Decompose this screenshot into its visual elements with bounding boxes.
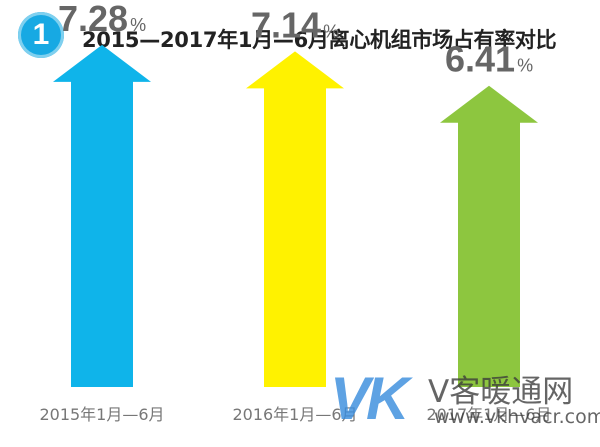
bar-arrow-2 xyxy=(246,51,344,388)
bar-arrow-3 xyxy=(440,85,538,387)
bar-arrow-1 xyxy=(53,44,151,388)
chart-header: 1 2015—2017年1月—6月离心机组市场占有率对比 xyxy=(18,8,588,68)
watermark-logo: VK xyxy=(330,365,409,432)
category-label-3: 2017年1月—6月 xyxy=(426,405,551,424)
value-label-3: 6.41% xyxy=(445,39,533,80)
category-label-1: 2015年1月—6月 xyxy=(39,405,164,424)
section-number-badge: 1 xyxy=(18,12,64,58)
chart-title: 2015—2017年1月—6月离心机组市场占有率对比 xyxy=(82,28,557,52)
watermark-url: www.vkhvacr.com xyxy=(434,406,600,428)
watermark: VK V客暖通网 www.vkhvacr.com xyxy=(330,362,600,442)
watermark-site-name: V客暖通网 xyxy=(428,374,574,410)
value-label-2: 7.14% xyxy=(251,4,339,45)
value-label-1: 7.28% xyxy=(58,0,146,39)
category-label-2: 2016年1月—6月 xyxy=(232,405,357,424)
